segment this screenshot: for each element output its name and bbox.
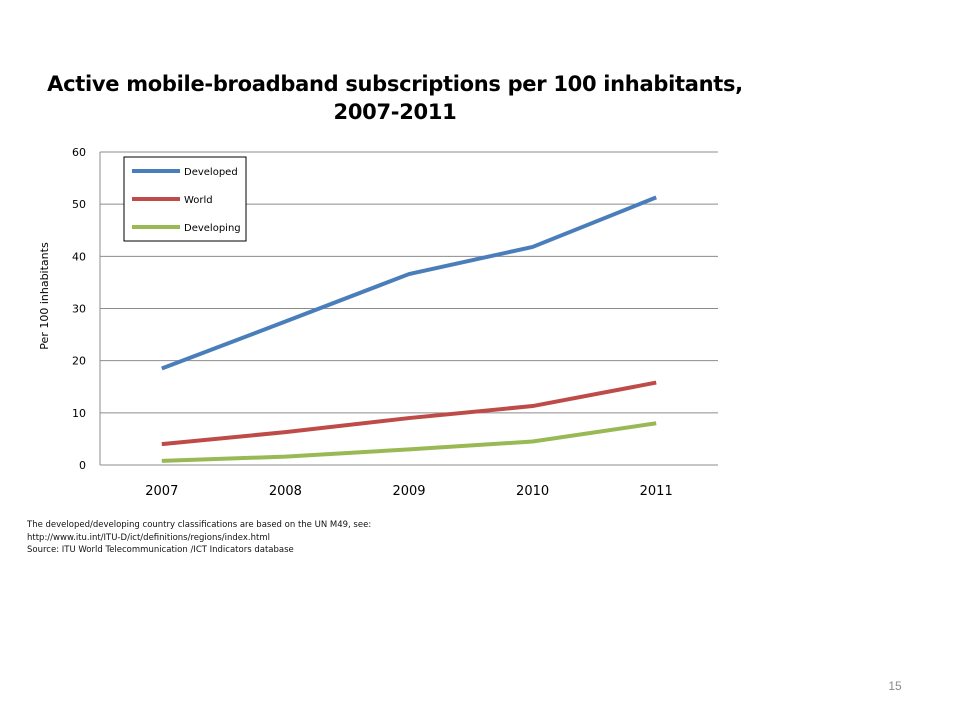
note-line: The developed/developing country classif… (27, 520, 372, 530)
legend: Developed World Developing (123, 156, 247, 242)
page-number: 15 (888, 679, 902, 693)
chart-title: Active mobile-broadband subscriptions pe… (40, 70, 750, 126)
series-line-world (161, 380, 657, 447)
series-line-developing (161, 421, 657, 463)
y-axis-label: Per 100 inhabitants (38, 242, 51, 350)
note-line: Source: ITU World Telecommunication /ICT… (27, 545, 294, 555)
x-tick-label: 2007 (145, 484, 178, 499)
legend-label: Developing (184, 223, 241, 234)
x-tick-label: 2011 (640, 484, 673, 499)
note-line: http://www.itu.int/ITU-D/ict/definitions… (27, 532, 270, 543)
legend-label: Developed (184, 167, 238, 178)
y-tick-label: 0 (79, 459, 86, 472)
chart-title-line-1: Active mobile-broadband subscriptions pe… (47, 72, 743, 96)
axes: 0 10 20 30 40 50 60 2007 2008 2009 2010 2011 (72, 146, 718, 499)
y-tick-label: 20 (72, 355, 86, 368)
y-tick-label: 30 (72, 303, 86, 316)
y-tick-label: 40 (72, 250, 86, 263)
chart-title-line-2: 2007-2011 (333, 100, 457, 124)
x-tick-label: 2008 (269, 484, 302, 499)
source-notes: The developed/developing country classif… (27, 519, 627, 557)
series-lines (161, 195, 657, 463)
y-tick-label: 50 (72, 198, 86, 211)
x-tick-label: 2009 (392, 484, 425, 499)
series-line-developed (161, 195, 657, 371)
x-tick-label: 2010 (516, 484, 549, 499)
legend-label: World (184, 195, 213, 206)
y-tick-label: 60 (72, 146, 86, 159)
y-tick-label: 10 (72, 407, 86, 420)
